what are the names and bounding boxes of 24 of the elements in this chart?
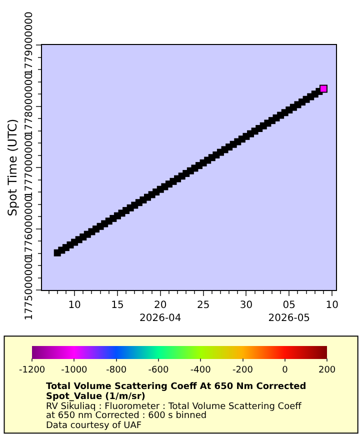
color-bar-label: -800 [106, 365, 127, 376]
y-tick-label: 1776000000 [24, 195, 35, 260]
x-tick-label: 10 [326, 300, 338, 311]
color-bar-label: 0 [282, 365, 288, 376]
color-bar-label: -1200 [18, 365, 46, 376]
color-bar-label: -400 [190, 365, 212, 376]
y-axis-title: Spot Time (UTC) [5, 118, 20, 216]
x-tick-label: 15 [111, 300, 124, 311]
color-bar-label: -600 [148, 365, 169, 376]
x-tick-label: 05 2026-05 [268, 300, 310, 324]
x-tick-label: 20 2026-04 [139, 300, 182, 324]
y-tick-label: 1777000000 [24, 134, 35, 198]
x-tick-label: 25 [196, 300, 210, 311]
y-tick-label: 1775000000 [24, 256, 35, 320]
color-bar-label: -200 [232, 365, 254, 376]
y-tick-label: 1778000000 [24, 72, 35, 137]
x-tick-label: 30 [240, 300, 253, 311]
color-bar-title: Total Volume Scattering Coeff At 650 Nm Corrected Spot_Value (1/m/sr) [46, 382, 306, 402]
color-bar-label: -1000 [61, 365, 88, 376]
text: RV Sikuliaq : Fluorometer : Total Volume Scattering Coeff at 650 nm Corrected : 600 s binned [46, 402, 302, 421]
color-bar-label: 200 [318, 365, 336, 376]
text: Data courtesy of UAF [46, 421, 142, 431]
x-tick-label: 10 [68, 300, 81, 311]
y-tick-label: 1779000000 [24, 12, 35, 76]
